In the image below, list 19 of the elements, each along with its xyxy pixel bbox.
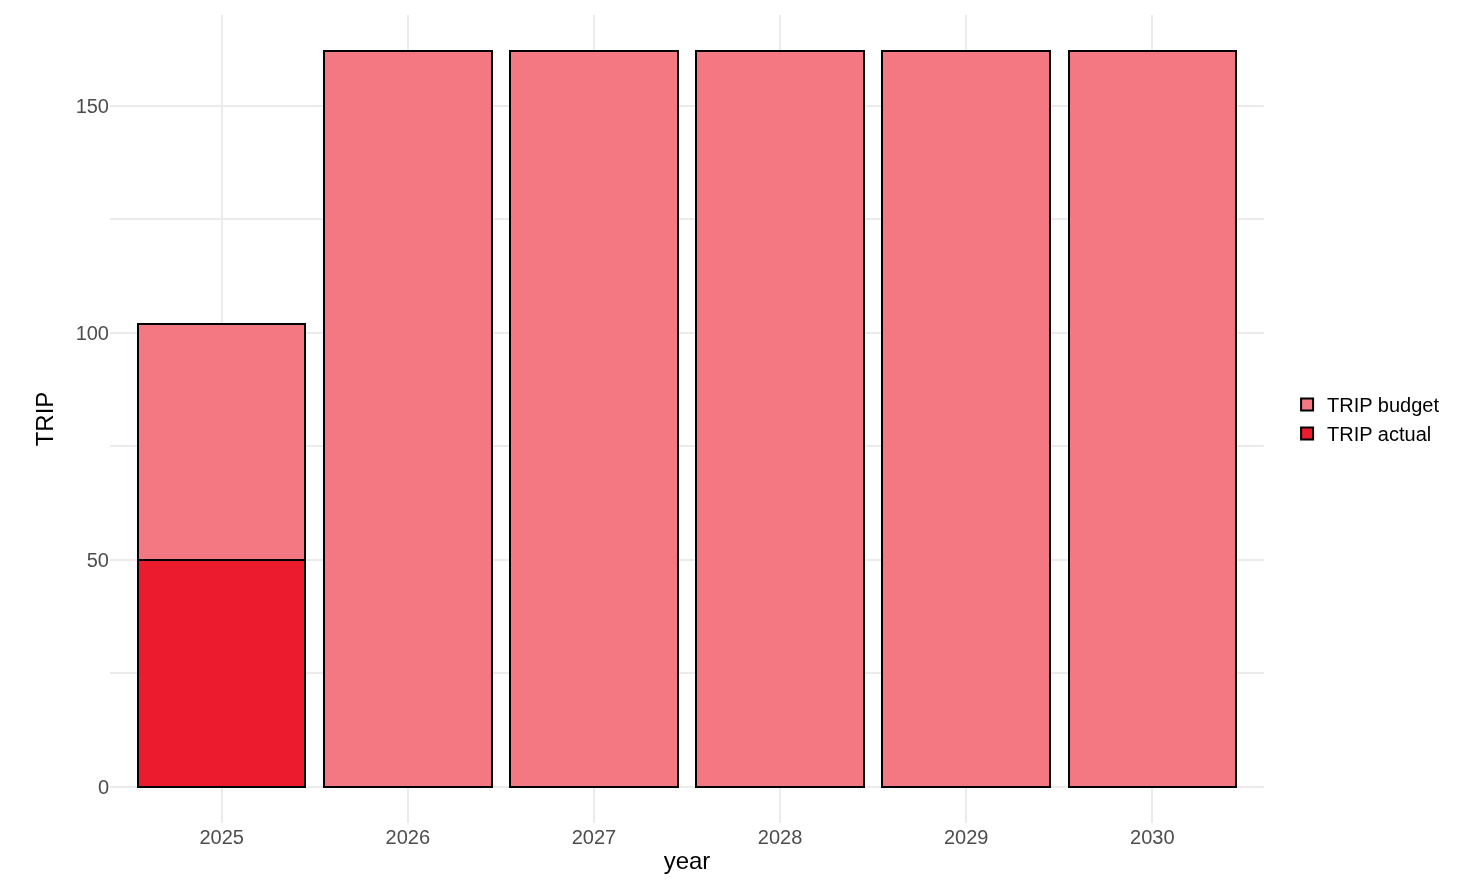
legend-label: TRIP actual [1327,423,1432,446]
x-tick-label: 2030 [1130,826,1175,848]
bar [509,50,679,788]
y-axis-title: TRIP [30,391,58,447]
x-tick-label: 2026 [385,826,431,848]
y-tick-label: 100 [75,321,109,344]
x-tick-label: 2028 [757,826,803,848]
x-tick-label: 2029 [943,826,989,848]
bar [323,50,493,788]
bar [695,50,865,788]
y-tick-label: 0 [97,775,109,798]
y-tick-label: 50 [86,548,109,571]
x-axis-title: year [663,847,711,875]
bar [881,50,1051,788]
legend-label: TRIP budget [1327,394,1440,417]
x-tick-label: 2025 [199,826,244,848]
y-tick-label: 150 [75,94,109,117]
x-tick-label: 2027 [571,826,617,848]
bar [1067,50,1238,788]
